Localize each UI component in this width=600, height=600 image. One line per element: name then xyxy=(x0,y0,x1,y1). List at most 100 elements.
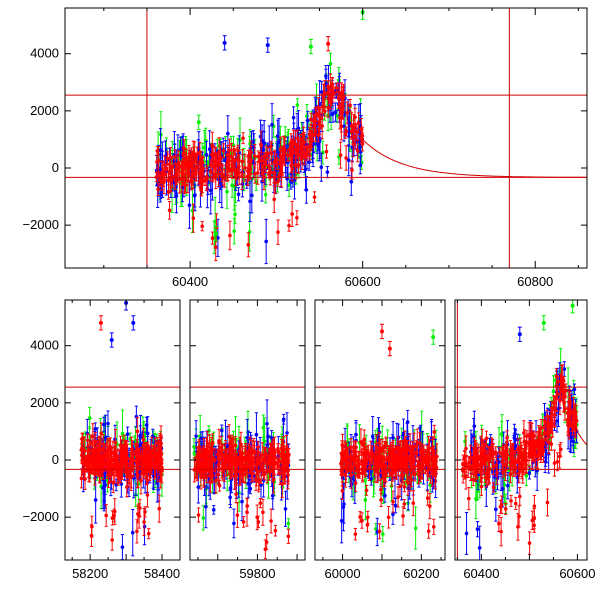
data-point xyxy=(160,172,164,177)
data-point xyxy=(286,521,291,526)
data-point xyxy=(232,167,237,171)
data-point xyxy=(281,417,286,422)
data-point xyxy=(323,109,327,114)
segment-plot-1 xyxy=(65,300,180,560)
data-point xyxy=(211,508,216,512)
data-point xyxy=(98,458,102,462)
data-point xyxy=(198,180,202,184)
data-point xyxy=(180,176,184,180)
data-point xyxy=(312,195,317,199)
data-point xyxy=(293,163,298,167)
data-point xyxy=(102,422,106,427)
data-point xyxy=(89,440,93,445)
data-point xyxy=(228,168,232,173)
data-point xyxy=(148,464,153,469)
data-point xyxy=(269,144,273,149)
data-point xyxy=(262,439,267,444)
data-point xyxy=(293,142,298,147)
data-point xyxy=(336,96,341,101)
y-tick-label: 0 xyxy=(52,160,59,175)
data-point xyxy=(318,137,322,141)
data-point xyxy=(204,153,209,157)
data-point xyxy=(344,129,349,134)
data-point xyxy=(204,504,208,509)
data-point xyxy=(110,538,114,542)
data-point xyxy=(144,471,149,476)
data-point xyxy=(138,506,142,510)
data-point xyxy=(135,429,140,434)
data-point xyxy=(117,473,122,477)
data-point xyxy=(302,144,306,148)
data-point xyxy=(256,154,261,159)
data-point xyxy=(177,164,182,169)
segment-plot-2 xyxy=(190,386,305,560)
data-point xyxy=(289,144,294,149)
data-point xyxy=(277,173,282,177)
data-point xyxy=(233,212,237,217)
data-point xyxy=(196,485,201,489)
data-point xyxy=(243,165,247,170)
data-point xyxy=(308,144,312,149)
data-point xyxy=(358,163,363,168)
data-point xyxy=(332,90,336,95)
data-point xyxy=(228,495,232,500)
data-point xyxy=(82,448,87,453)
data-point xyxy=(272,197,276,202)
data-point xyxy=(210,143,215,148)
data-point xyxy=(194,166,199,171)
data-point xyxy=(99,431,103,436)
data-point xyxy=(273,181,278,185)
data-point xyxy=(216,172,221,176)
data-point xyxy=(268,170,273,175)
data-point xyxy=(325,170,330,174)
data-point xyxy=(155,461,160,466)
data-point xyxy=(163,172,167,176)
data-point xyxy=(254,432,259,437)
data-point xyxy=(144,446,149,450)
data-point xyxy=(290,167,294,171)
data-point xyxy=(248,199,252,204)
data-point xyxy=(186,165,191,169)
data-point xyxy=(285,431,289,435)
data-point xyxy=(349,179,354,184)
data-point xyxy=(238,138,242,142)
data-point xyxy=(341,97,345,102)
data-point xyxy=(86,453,91,458)
data-point xyxy=(264,153,268,158)
data-point xyxy=(203,178,207,183)
data-point xyxy=(280,159,284,164)
plot-frame xyxy=(64,7,588,269)
data-point xyxy=(218,162,223,167)
data-point xyxy=(235,157,240,161)
data-point xyxy=(90,434,95,439)
data-point xyxy=(196,120,201,125)
data-point xyxy=(138,435,143,439)
data-point xyxy=(331,111,335,116)
data-point xyxy=(173,155,177,159)
y-tick-label: 2000 xyxy=(30,103,59,118)
data-point xyxy=(307,160,311,164)
y-tick-label: 4000 xyxy=(30,46,59,61)
data-point xyxy=(189,153,194,157)
data-point xyxy=(131,320,136,325)
data-point xyxy=(316,105,321,110)
data-point xyxy=(192,445,196,449)
data-point xyxy=(285,153,290,158)
data-point xyxy=(264,239,268,244)
data-point xyxy=(197,171,201,176)
data-point xyxy=(287,147,292,152)
data-point xyxy=(304,188,309,192)
data-point xyxy=(152,460,157,464)
data-point xyxy=(143,454,148,458)
data-point xyxy=(142,520,146,524)
data-point xyxy=(216,236,220,240)
data-point xyxy=(345,111,349,115)
data-point xyxy=(157,506,162,511)
data-point xyxy=(124,444,129,449)
data-point xyxy=(296,163,301,167)
data-point xyxy=(85,462,90,467)
data-point xyxy=(168,178,173,183)
data-point xyxy=(285,177,289,181)
x-tick-label: 60400 xyxy=(172,274,208,289)
data-point xyxy=(112,509,117,514)
